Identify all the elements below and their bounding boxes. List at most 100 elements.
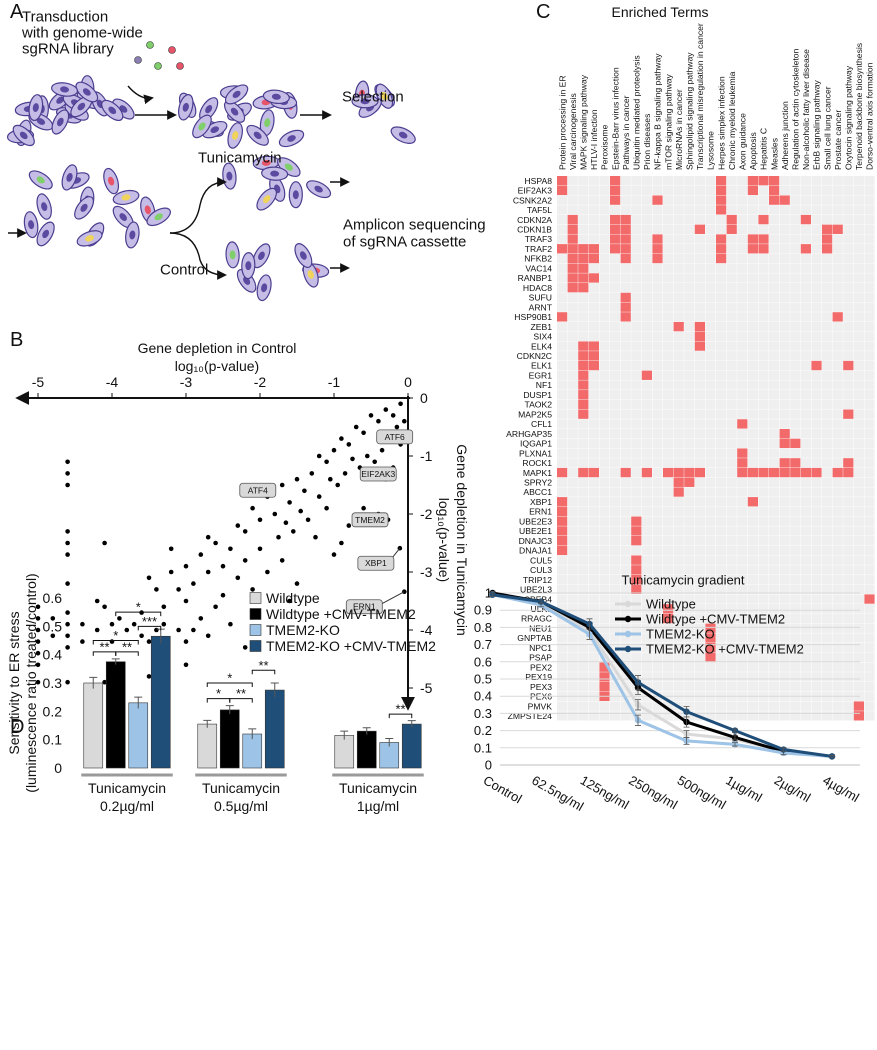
cell: [832, 244, 843, 254]
cell: [673, 613, 684, 624]
cell: [705, 594, 716, 604]
row-label: XBP1: [530, 497, 552, 507]
cell: [652, 438, 663, 449]
cell: [769, 711, 780, 721]
cell: [800, 662, 811, 672]
cell: [843, 331, 854, 342]
cell: [779, 652, 790, 663]
cell: [652, 681, 663, 692]
y-tick-label: 0.3: [43, 675, 63, 691]
point: [287, 500, 292, 505]
nucleus: [60, 86, 70, 93]
cell: [631, 555, 642, 565]
cell: [705, 331, 716, 342]
cell: [631, 652, 642, 663]
cell: [737, 467, 748, 478]
cell: [822, 214, 833, 225]
point: [242, 558, 248, 563]
cell: [567, 701, 578, 711]
point: [305, 517, 311, 523]
x-tick-label: -3: [180, 374, 193, 390]
cell: [567, 633, 578, 643]
cell: [716, 399, 727, 410]
cell: [599, 185, 610, 196]
cell: [684, 409, 695, 419]
nucleus: [253, 131, 262, 140]
cell: [652, 555, 663, 565]
cell: [853, 214, 864, 225]
cell: [843, 409, 854, 419]
cell: [641, 458, 652, 468]
cell: [779, 341, 790, 351]
cell: [557, 214, 568, 225]
cell: [843, 234, 854, 244]
cell: [843, 526, 854, 536]
cell: [843, 594, 854, 604]
cell: [663, 390, 674, 400]
cell: [578, 331, 589, 342]
cell: [726, 195, 737, 205]
point: [379, 447, 385, 453]
cell: [599, 283, 610, 293]
cell: [652, 253, 663, 264]
gene-label: ATF4: [248, 485, 268, 495]
cell: [758, 681, 769, 692]
cell: [567, 448, 578, 458]
row-label: CUL3: [530, 565, 552, 575]
cell: [800, 409, 811, 419]
cell: [737, 584, 748, 594]
cell: [769, 672, 780, 682]
cell: [567, 273, 578, 283]
cell: [578, 662, 589, 672]
cell: [684, 399, 695, 410]
cell: [694, 351, 705, 361]
cell: [832, 448, 843, 458]
virus: [176, 62, 184, 70]
cell: [705, 662, 716, 672]
cell: [726, 506, 737, 517]
cell: [790, 526, 801, 536]
cell: [747, 643, 758, 653]
legend-label: TMEM2-KO +CMV-TMEM2: [646, 642, 804, 657]
point: [376, 418, 381, 424]
cell: [726, 419, 737, 429]
cell: [705, 302, 716, 312]
row-label: CFL1: [531, 419, 552, 429]
cell: [716, 283, 727, 293]
cell: [811, 214, 822, 225]
cell: [716, 613, 727, 624]
cell: [758, 711, 769, 721]
cell: [843, 195, 854, 205]
cell: [779, 409, 790, 419]
cell: [800, 594, 811, 604]
cell: [716, 633, 727, 643]
cell: [811, 302, 822, 312]
cell: [641, 506, 652, 517]
cell: [769, 584, 780, 594]
cell: [726, 458, 737, 468]
cell: [588, 555, 599, 565]
cell: [673, 185, 684, 196]
cell: [758, 438, 769, 449]
cell: [779, 253, 790, 264]
cell: [758, 380, 769, 390]
cell: [694, 701, 705, 711]
cell: [747, 652, 758, 663]
cell: [747, 224, 758, 234]
cell: [631, 205, 642, 215]
cell: [631, 438, 642, 449]
cell: [864, 613, 875, 624]
cell: [737, 428, 748, 439]
cell: [588, 487, 599, 497]
cell: [716, 351, 727, 361]
cell: [853, 312, 864, 322]
cell: [800, 711, 811, 721]
cell: [684, 574, 695, 585]
cell: [716, 536, 727, 546]
cell: [790, 574, 801, 585]
cell: [853, 448, 864, 458]
cell: [737, 312, 748, 322]
cell: [747, 360, 758, 371]
cell: [673, 487, 684, 497]
cell: [843, 302, 854, 312]
